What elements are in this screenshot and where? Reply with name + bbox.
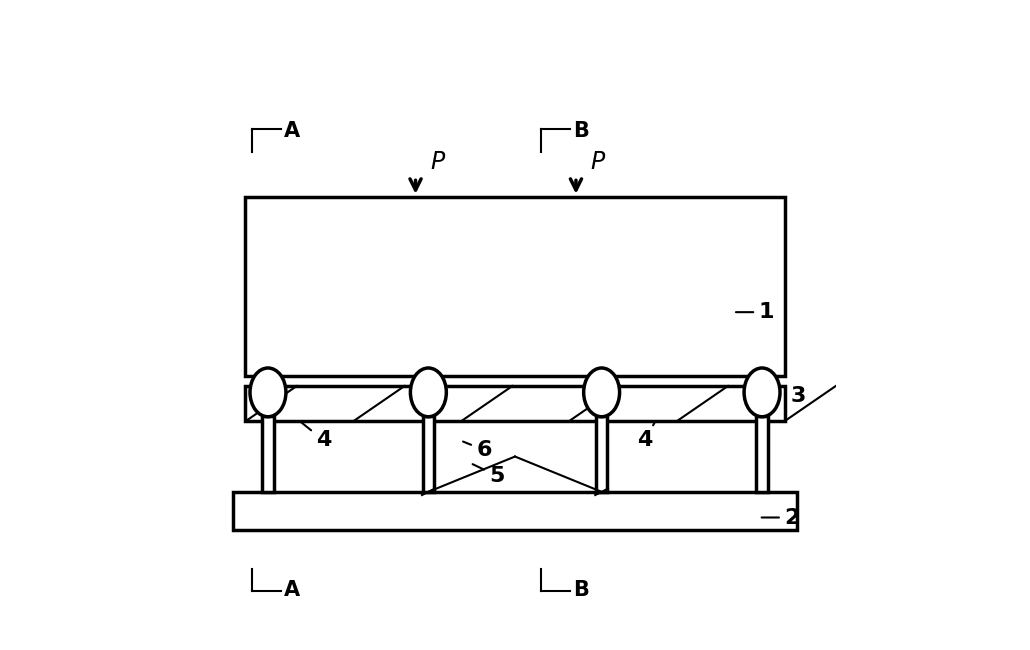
- Text: 4: 4: [286, 410, 332, 450]
- Text: 6: 6: [464, 440, 492, 460]
- Text: 1: 1: [736, 302, 775, 322]
- Text: 4: 4: [637, 411, 661, 450]
- Ellipse shape: [744, 368, 780, 417]
- Text: A: A: [284, 120, 300, 140]
- Ellipse shape: [250, 368, 286, 417]
- Text: A: A: [284, 580, 300, 600]
- Bar: [595, 416, 608, 492]
- Text: 2: 2: [761, 508, 800, 528]
- Ellipse shape: [410, 368, 446, 417]
- Bar: [233, 492, 797, 530]
- Text: $P$: $P$: [590, 150, 607, 174]
- Text: B: B: [573, 120, 588, 140]
- Bar: [263, 416, 274, 492]
- Bar: [245, 197, 785, 376]
- Bar: [422, 416, 435, 492]
- Bar: [245, 386, 785, 421]
- Bar: [756, 416, 767, 492]
- Text: 5: 5: [473, 464, 505, 486]
- Text: 3: 3: [768, 385, 806, 406]
- Text: $P$: $P$: [430, 150, 446, 174]
- Text: B: B: [573, 580, 588, 600]
- Ellipse shape: [584, 368, 620, 417]
